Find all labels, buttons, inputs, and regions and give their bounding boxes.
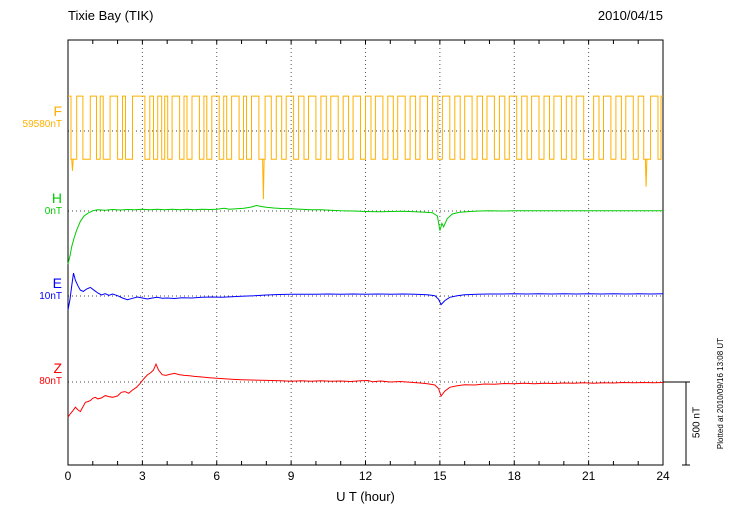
x-tick-label: 6 [213, 469, 221, 483]
x-tick-label: 12 [358, 469, 373, 483]
page-date: 2010/04/15 [597, 8, 663, 23]
page-title: Tixie Bay (TIK) [68, 8, 154, 23]
channel-label-F: F 59580nT [22, 103, 62, 131]
channel-baseline-value: 10nT [39, 291, 62, 303]
x-tick-label: 3 [139, 469, 146, 483]
trace-Z [67, 362, 664, 418]
channel-letter: F [53, 103, 62, 119]
trace-E [67, 272, 664, 311]
channel-label-E: E 10nT [39, 275, 62, 303]
x-tick-label: 21 [581, 469, 596, 483]
x-tick-label: 18 [507, 469, 521, 483]
channel-label-H: H 0nT [44, 190, 62, 218]
channel-baseline-value: 59580nT [22, 119, 62, 131]
channel-letter: Z [53, 360, 62, 376]
trace-H [67, 204, 664, 265]
x-axis-label: U T (hour) [336, 489, 395, 504]
x-tick-label: 9 [287, 469, 295, 483]
trace-F [68, 95, 663, 160]
channel-baseline-value: 80nT [39, 376, 62, 388]
scale-bar-label: 500 nT [691, 406, 703, 439]
trace-spike-F [262, 159, 265, 200]
channel-letter: E [52, 275, 62, 291]
plotted-at-timestamp: Plotted at 2010/09/16 13:08 UT [716, 337, 725, 450]
channel-label-Z: Z 80nT [39, 360, 62, 388]
x-tick-label: 15 [433, 469, 447, 483]
x-tick-label: 0 [64, 469, 72, 483]
x-tick-label: 24 [656, 469, 670, 483]
plot-border [67, 39, 664, 466]
trace-spike-F [71, 159, 74, 171]
channel-letter: H [51, 190, 62, 206]
trace-spike-F [644, 159, 648, 187]
channel-baseline-value: 0nT [44, 206, 62, 218]
